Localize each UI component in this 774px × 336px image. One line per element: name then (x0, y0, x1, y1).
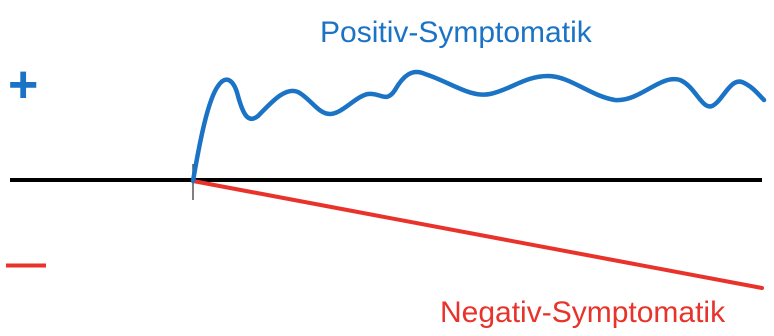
positive-symptom-wave (190, 69, 767, 184)
minus-sign: — (6, 241, 46, 285)
negative-symptom-line (191, 179, 764, 290)
positive-symptom-label: Positiv-Symptomatik (320, 16, 593, 49)
negative-symptom-label: Negativ-Symptomatik (440, 296, 726, 329)
plus-sign: + (8, 56, 38, 114)
